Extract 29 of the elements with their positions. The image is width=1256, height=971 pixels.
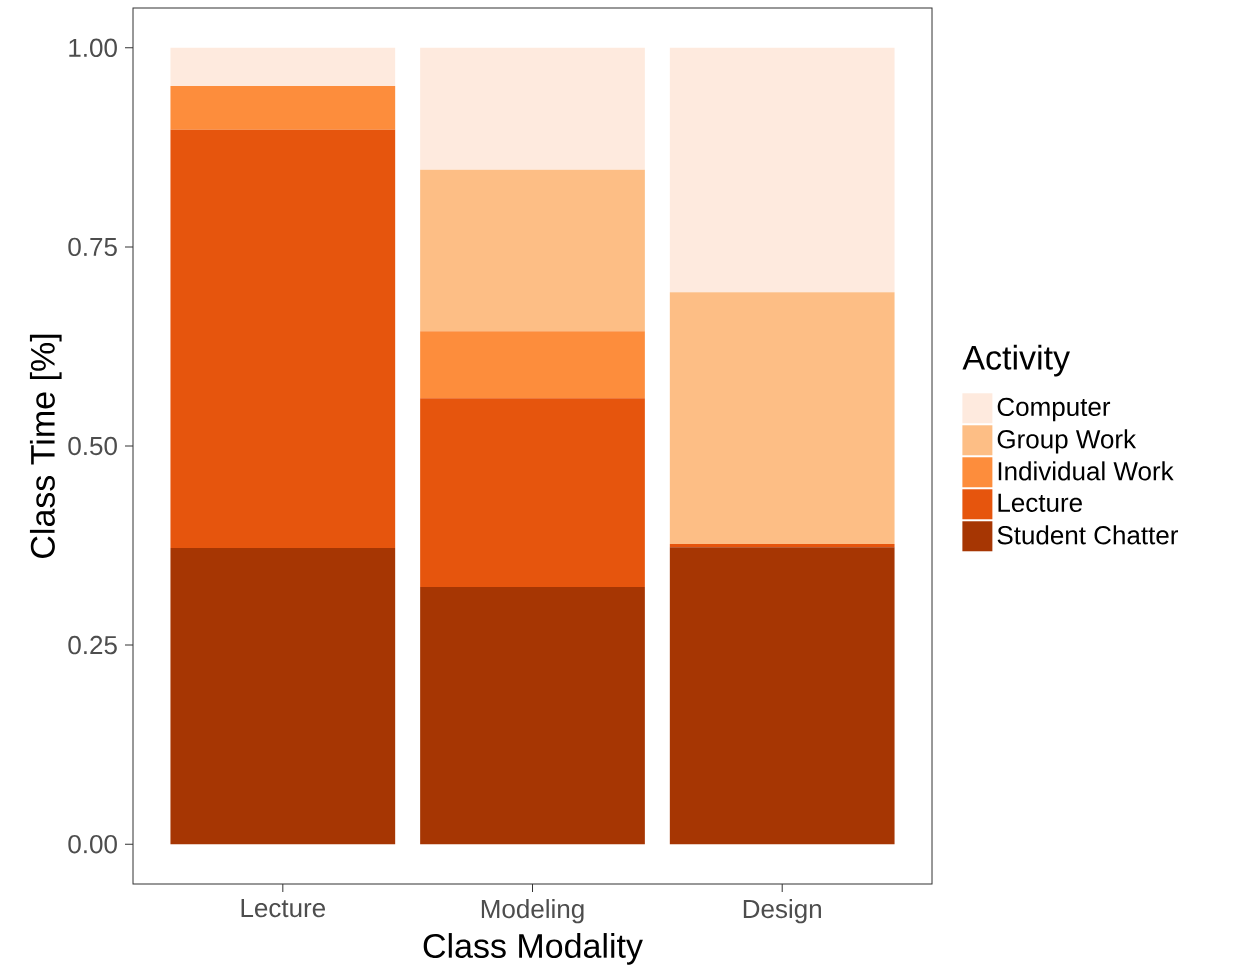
y-axis-title: Class Time [%] [29, 334, 62, 558]
bar [669, 543, 895, 547]
bar [669, 546, 895, 844]
bar [170, 47, 396, 86]
bar [669, 47, 895, 293]
bar [420, 331, 645, 399]
legend-label: Individual Work [998, 461, 1174, 481]
legend-title: Activity [962, 344, 1070, 377]
bar [669, 292, 895, 544]
legend-label: Computer [997, 397, 1111, 422]
bar [420, 47, 645, 170]
legend-label: Group Work [997, 429, 1137, 454]
y-tick-label: 0.75 [68, 237, 117, 256]
y-tick-label: 0.50 [68, 436, 117, 456]
x-axis-title: Class Modality [423, 932, 643, 965]
x-tick-label: Modeling [481, 898, 584, 924]
legend-label: Student Chatter [997, 525, 1179, 545]
bar [170, 547, 396, 844]
bar [420, 169, 645, 332]
bar [420, 398, 645, 587]
bar [170, 85, 396, 130]
y-tick-label: 0.25 [68, 635, 117, 655]
y-tick-label: 1.00 [69, 38, 117, 57]
y-tick-label: 0.00 [68, 834, 117, 854]
bar [420, 586, 645, 844]
legend-label: Lecture [998, 493, 1082, 512]
x-tick-label: Lecture [241, 898, 326, 918]
bar [170, 129, 396, 548]
x-tick-label: Design [743, 898, 821, 924]
